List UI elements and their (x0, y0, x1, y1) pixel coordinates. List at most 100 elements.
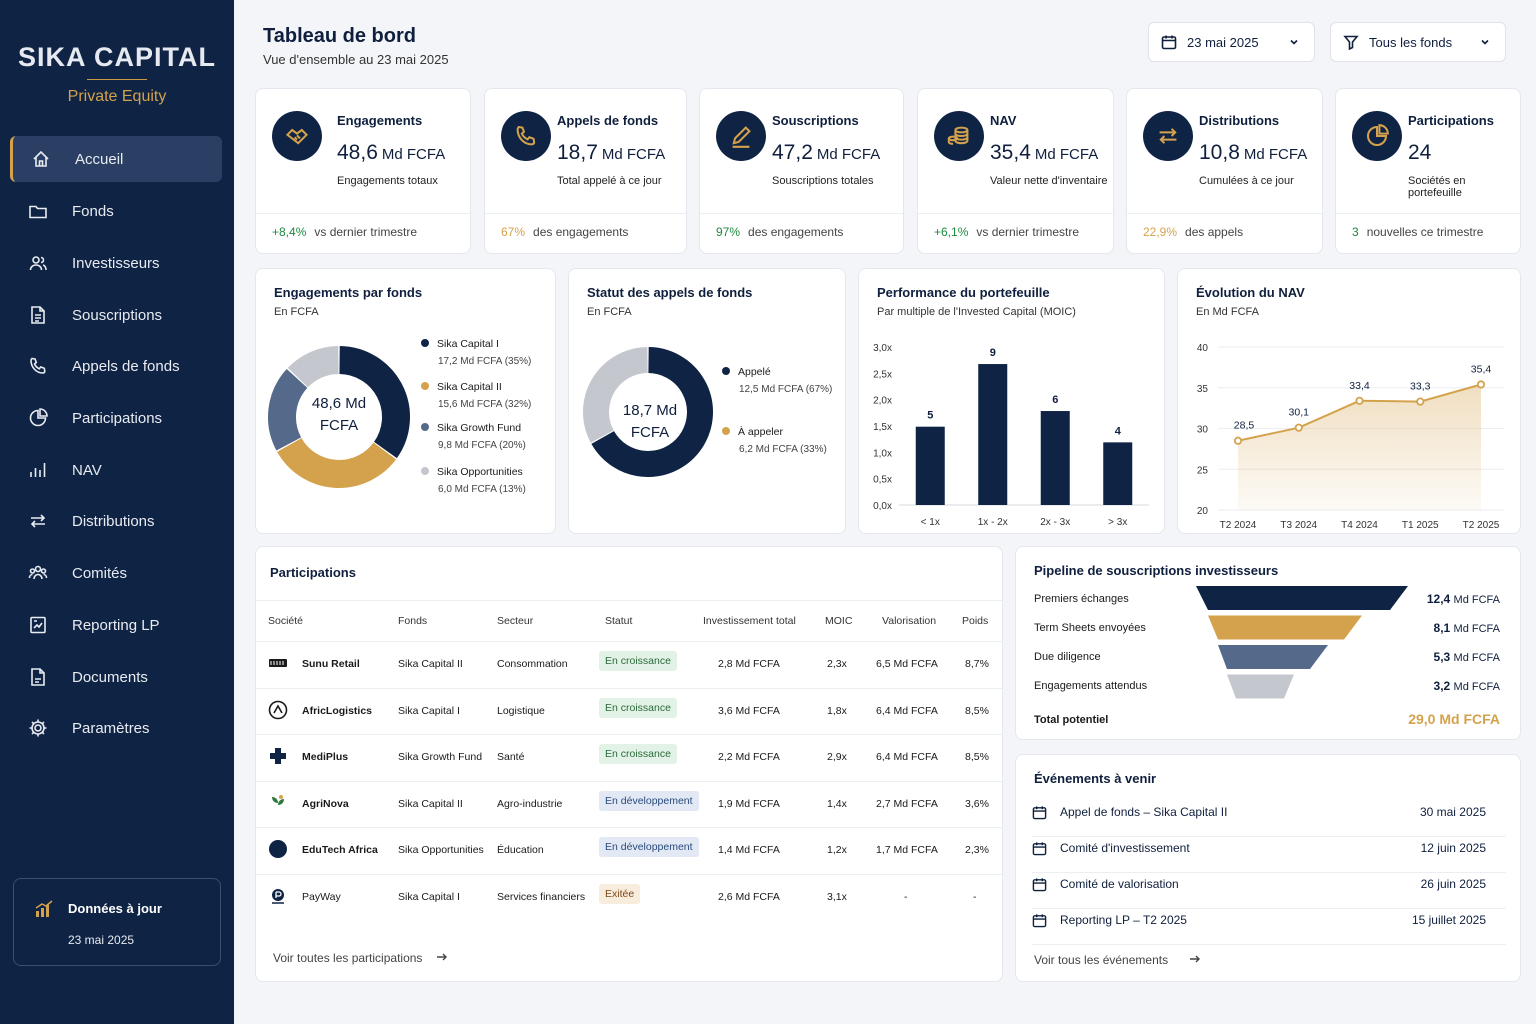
chart-subtitle: Par multiple de l'Invested Capital (MOIC… (877, 306, 1076, 318)
legend-item: Sika Opportunities 6,0 Md FCFA (13%) (421, 466, 526, 495)
sidebar-item-documents[interactable]: Documents (10, 654, 222, 700)
sidebar-item-accueil[interactable]: Accueil (10, 136, 222, 182)
table-row[interactable]: AgriNova Sika Capital II Agro-industrie En … (256, 780, 1002, 827)
legend-name: Sika Growth Fund (437, 422, 522, 434)
brand-divider (87, 79, 147, 80)
table-row[interactable]: EduTech Africa Sika Opportunities Éducatio… (256, 827, 1002, 873)
event-item[interactable]: Reporting LP – T2 2025 15 juillet 2025 (1032, 909, 1506, 945)
sidebar-item-distributions[interactable]: Distributions (10, 498, 222, 544)
status-badge: En croissance (599, 651, 677, 671)
y-tick-label: 1,0x (873, 448, 892, 459)
pipeline-stage-value: 8,1 Md FCFA (1434, 621, 1500, 635)
legend-value: 17,2 Md FCFA (35%) (438, 356, 532, 367)
sidebar-item-appels-de-fonds[interactable]: Appels de fonds (10, 343, 222, 389)
document-icon (28, 305, 48, 325)
event-date: 12 juin 2025 (1420, 841, 1486, 855)
table-row[interactable]: MediPlus Sika Growth Fund Santé En croissan… (256, 734, 1002, 780)
cell-inv: 2,2 Md FCFA (718, 751, 780, 763)
divider (1336, 213, 1520, 214)
donut-slice (277, 437, 396, 488)
column-header: Fonds (398, 615, 428, 627)
status-badge: En croissance (599, 744, 677, 764)
edu-logo (269, 840, 287, 858)
gear-icon (28, 718, 48, 738)
logistics-logo (268, 700, 288, 719)
kpi-card-distributions: Distributions 10,8 Md FCFA Cumulées à ce jo… (1126, 88, 1323, 254)
divider (700, 213, 903, 214)
arrow-right-icon (1190, 955, 1201, 963)
coins-icon (934, 111, 984, 161)
view-all-events-link[interactable]: Voir tous les événements (1034, 953, 1201, 967)
event-item[interactable]: Appel de fonds – Sika Capital II 30 mai 2… (1032, 801, 1506, 837)
kpi-trend-text: des engagements (748, 225, 844, 239)
kpi-footer: +8,4% vs dernier trimestre (272, 225, 417, 239)
fund-filter[interactable]: Tous les fonds (1330, 22, 1506, 62)
sidebar-item-label: NAV (72, 461, 102, 479)
kpi-number: 47,2 (772, 141, 813, 164)
legend-name: Sika Capital II (437, 381, 502, 393)
donut-slice (287, 346, 340, 388)
view-all-participations-link[interactable]: Voir toutes les participations (273, 951, 448, 965)
retail-logo (269, 659, 287, 667)
cell-inv: 2,6 Md FCFA (718, 890, 780, 903)
donut-center-unit: FCFA (630, 424, 670, 441)
sidebar-item-label: Souscriptions (72, 306, 163, 324)
column-header: Investissement total (703, 615, 796, 627)
cell-societe: EduTech Africa (302, 844, 378, 856)
x-tick-label: T1 2025 (1402, 520, 1439, 530)
nav-line-chart: 40 35 30 25 20 28,5 T2 2024 30,1 T3 2024 33,4 T4 2… (1197, 343, 1504, 530)
pipeline-stage-value: 12,4 Md FCFA (1427, 592, 1500, 606)
home-icon (31, 149, 51, 169)
cell-valo: 2,7 Md FCFA (876, 797, 938, 810)
legend-item: Appelé 12,5 Md FCFA (67%) (722, 366, 832, 395)
bar (978, 364, 1008, 505)
pipeline-stage-value: 5,3 Md FCFA (1434, 650, 1500, 664)
table-row[interactable]: PayWay Sika Capital I Services financiers E… (256, 873, 1002, 920)
divider (1127, 213, 1322, 214)
pipeline-stage-label: Premiers échanges (1034, 593, 1129, 605)
kpi-value: 24 (1408, 141, 1435, 165)
sidebar-item-investisseurs[interactable]: Investisseurs (10, 240, 222, 286)
column-header: Valorisation (882, 615, 937, 627)
event-item[interactable]: Comité de valorisation 26 juin 2025 (1032, 873, 1506, 909)
nav-chart-card: Évolution du NAV En Md FCFA 40 35 30 25 20 28… (1177, 268, 1521, 534)
sidebar-item-fonds[interactable]: Fonds (10, 188, 222, 234)
date-filter[interactable]: 23 mai 2025 (1148, 22, 1315, 62)
table-row[interactable]: Sunu Retail Sika Capital II Consommation En… (256, 641, 1002, 687)
sidebar-item-param-tres[interactable]: Paramètres (10, 705, 222, 751)
link-label: Voir toutes les participations (273, 951, 423, 965)
sidebar-item-participations[interactable]: Participations (10, 395, 222, 441)
kpi-description: Sociétés en portefeuille (1408, 175, 1466, 199)
sidebar-item-comit-s[interactable]: Comités (10, 550, 222, 596)
kpi-footer: 3 nouvelles ce trimestre (1352, 225, 1483, 239)
sidebar-item-souscriptions[interactable]: Souscriptions (10, 292, 222, 338)
kpi-number: 35,4 (990, 141, 1031, 164)
pipeline-title: Pipeline de souscriptions investisseurs (1034, 563, 1279, 578)
kpi-footer: 67% des engagements (501, 225, 628, 239)
update-title: Données à jour (68, 901, 162, 916)
nav-value-label: 30,1 (1289, 407, 1310, 419)
event-item[interactable]: Comité d'investissement 12 juin 2025 (1032, 837, 1506, 873)
chart-subtitle: En FCFA (274, 306, 319, 318)
cell-moic: 2,3x (827, 658, 847, 670)
calendar-icon (1032, 806, 1047, 820)
file-icon (28, 667, 48, 687)
event-date: 15 juillet 2025 (1411, 913, 1486, 927)
sidebar-item-nav[interactable]: NAV (10, 447, 222, 493)
kpi-description: Valeur nette d'inventaire (990, 175, 1108, 187)
arrow-right-icon (436, 953, 447, 961)
medical-logo (270, 748, 286, 764)
phone-icon (28, 356, 48, 376)
kpi-unit: Md FCFA (816, 146, 881, 163)
sidebar-item-reporting-lp[interactable]: Reporting LP (10, 602, 222, 648)
calendar-icon (1032, 914, 1047, 928)
pay-logo (272, 888, 284, 904)
nav-point (1294, 423, 1303, 432)
stage-unit: Md FCFA (1453, 623, 1500, 635)
table-row[interactable]: AfricLogistics Sika Capital I Logistique En… (256, 687, 1002, 734)
event-label: Appel de fonds – Sika Capital II (1060, 805, 1228, 819)
sidebar-item-label: Comités (72, 564, 128, 582)
cell-valo: 6,4 Md FCFA (876, 704, 938, 717)
cell-fonds: Sika Opportunities (398, 844, 484, 856)
cell-moic: 3,1x (827, 890, 847, 903)
